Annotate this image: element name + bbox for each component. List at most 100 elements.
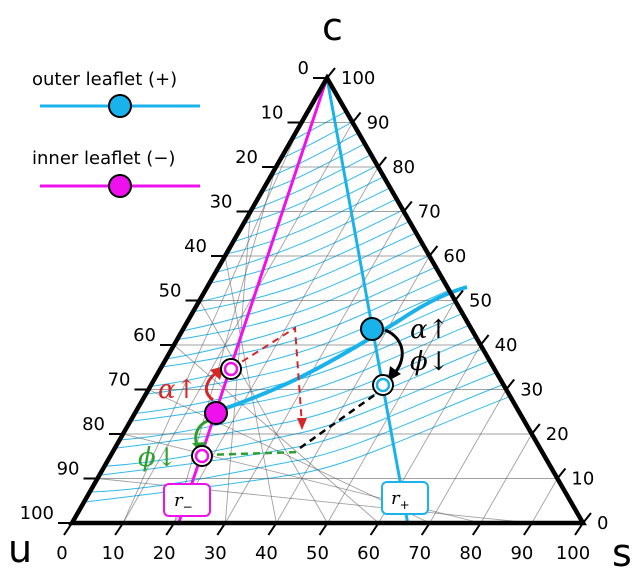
tick-mark <box>523 522 533 536</box>
tick-label-right: 70 <box>418 202 441 223</box>
tick-label-left: 80 <box>82 414 105 435</box>
legend-outer-label: outer leaflet (+) <box>32 69 177 90</box>
tick-mark <box>556 467 567 480</box>
isoline <box>72 232 583 394</box>
r-plus-main: r <box>391 488 401 509</box>
r-minus-sub: − <box>183 500 193 514</box>
tick-label-right: 20 <box>546 424 569 445</box>
grid-line <box>531 478 558 524</box>
tick-label-left: 70 <box>108 370 131 391</box>
tick-label-bottom: 30 <box>204 543 227 564</box>
tick-mark <box>165 522 176 536</box>
tick-mark <box>326 67 336 79</box>
tick-mark <box>471 522 482 536</box>
tick-mark <box>318 522 329 536</box>
inner-leaflet-point-phi-inner <box>194 448 210 464</box>
tick-label-right: 100 <box>341 68 375 89</box>
outer-leaflet-point-shifted-inner <box>375 377 391 393</box>
legend: outer leaflet (+) inner leaflet (−) <box>32 69 200 198</box>
outer-phi-annotation: ϕ↓ <box>410 347 450 377</box>
outer-dashed-path <box>299 387 384 450</box>
inner-leaflet-point <box>204 401 228 425</box>
tick-label-bottom: 20 <box>153 543 176 564</box>
tick-label-right: 60 <box>443 246 466 267</box>
tick-mark <box>351 111 362 124</box>
legend-inner-marker <box>108 174 132 198</box>
tick-label-bottom: 100 <box>556 543 590 564</box>
outer-leaflet-point <box>360 317 384 341</box>
tick-label-right: 80 <box>392 157 415 178</box>
tick-mark <box>454 289 464 302</box>
tick-label-bottom: 90 <box>510 543 533 564</box>
tick-label-left: 90 <box>57 459 80 480</box>
ternary-grid <box>97 122 558 524</box>
isoline <box>72 85 583 269</box>
tick-mark <box>505 378 515 391</box>
tick-mark <box>114 522 124 536</box>
tick-mark <box>574 522 584 536</box>
inner-phi-dashed-path <box>204 450 301 457</box>
inner-phi-annotation: ϕ↓ <box>138 443 178 473</box>
grid-line <box>199 300 328 524</box>
tick-label-right: 10 <box>571 469 594 490</box>
legend-outer-marker <box>108 94 132 118</box>
tick-label-bottom: 10 <box>102 543 125 564</box>
tick-label-left: 60 <box>133 325 156 346</box>
tick-label-right: 50 <box>469 291 492 312</box>
tick-label-left: 20 <box>235 147 258 168</box>
legend-inner-label: inner leaflet (−) <box>32 148 175 169</box>
grid-line <box>429 389 507 524</box>
isoline <box>72 99 583 281</box>
tick-label-left: 30 <box>210 192 233 213</box>
tick-mark <box>63 522 73 536</box>
black-arrow-head <box>388 366 401 381</box>
r-plus-box: r+ <box>381 481 429 515</box>
tick-label-left: 50 <box>159 281 182 302</box>
tick-mark <box>403 200 413 213</box>
tick-mark <box>531 423 541 435</box>
tick-label-right: 0 <box>597 513 608 534</box>
isoline <box>72 114 583 294</box>
grid-line <box>224 211 405 524</box>
grid-line <box>327 300 456 524</box>
vertex-label-s: s <box>612 531 632 568</box>
r-minus-main: r <box>174 490 184 511</box>
tick-mark <box>267 522 278 536</box>
red-dashed-arrow-head <box>297 418 307 430</box>
svg-text:r+: r+ <box>391 488 410 512</box>
tick-label-right: 40 <box>495 335 518 356</box>
tick-label-bottom: 80 <box>459 543 482 564</box>
tick-label-right: 30 <box>520 380 543 401</box>
isoline <box>72 349 583 494</box>
tick-label-left: 100 <box>20 503 54 524</box>
r-plus-sub: + <box>400 498 410 512</box>
tick-label-bottom: 50 <box>306 543 329 564</box>
tick-label-bottom: 0 <box>56 543 67 564</box>
tick-label-right: 90 <box>367 113 390 134</box>
grid-line <box>97 478 532 524</box>
tick-mark <box>428 245 439 257</box>
svg-text:r−: r− <box>174 490 193 514</box>
tick-label-bottom: 60 <box>357 543 380 564</box>
tick-label-bottom: 40 <box>255 543 278 564</box>
tick-mark <box>369 522 380 536</box>
inner-alpha-dashed-path <box>231 326 303 426</box>
r-minus-box: r− <box>163 483 211 517</box>
tick-label-bottom: 70 <box>408 543 431 564</box>
inner-alpha-annotation: α↑ <box>158 375 197 405</box>
tick-mark <box>377 156 387 168</box>
vertex-label-u: u <box>8 527 32 568</box>
tick-mark <box>216 522 227 536</box>
tick-label-left: 40 <box>184 236 207 257</box>
tick-mark <box>582 512 592 524</box>
vertex-label-c: c <box>322 5 343 49</box>
tick-mark <box>420 522 431 536</box>
tick-label-left: 10 <box>261 103 284 124</box>
outer-alpha-annotation: α↑ <box>410 315 449 345</box>
tick-mark <box>479 334 490 346</box>
tick-label-left: 0 <box>298 58 309 79</box>
outer-tie-line <box>325 77 410 526</box>
isoline <box>72 364 583 506</box>
